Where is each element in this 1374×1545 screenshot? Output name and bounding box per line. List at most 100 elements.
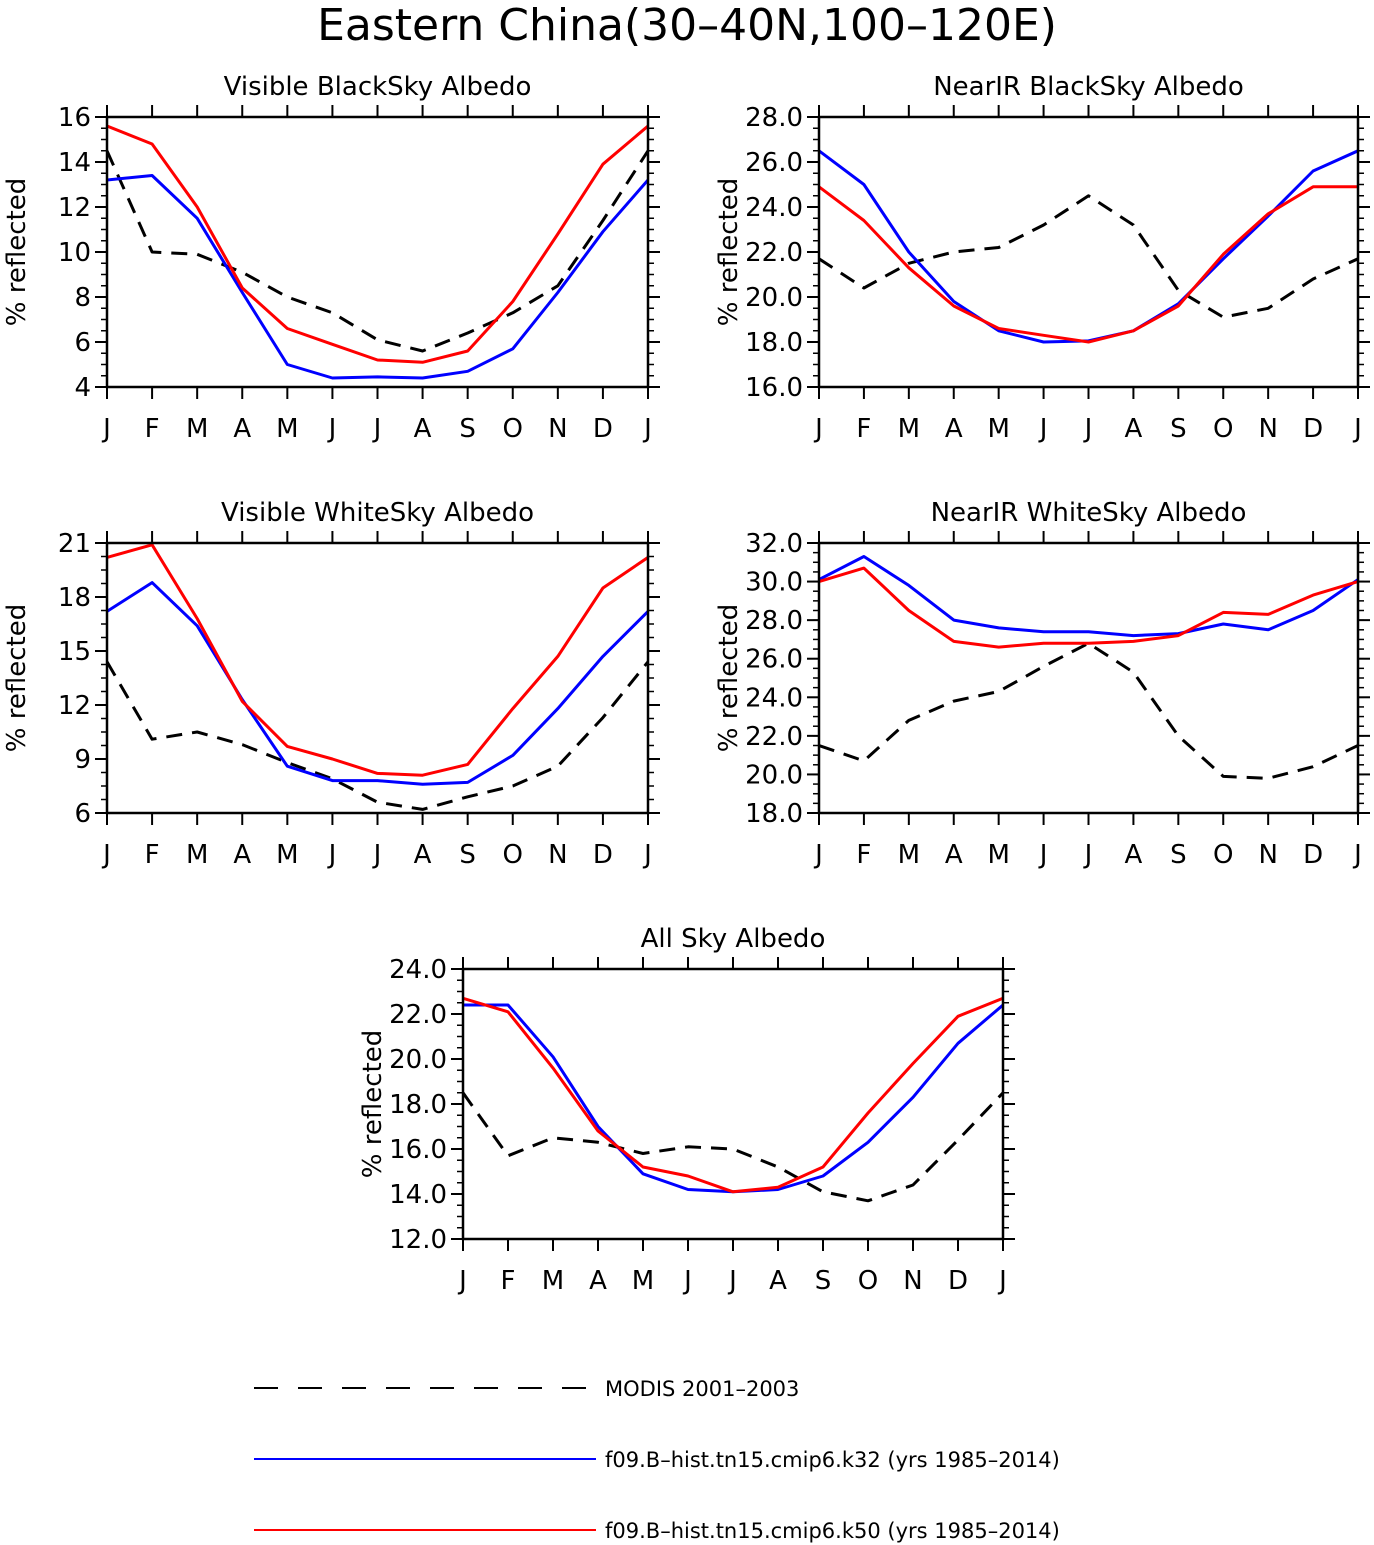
x-tick-label: J [372, 840, 382, 870]
x-tick-label: J [1038, 414, 1048, 444]
x-tick-label: J [1083, 840, 1093, 870]
y-tick-label: 22.0 [745, 238, 803, 268]
y-tick-label: 8 [74, 283, 91, 313]
y-tick-label: 28.0 [745, 606, 803, 636]
y-tick-label: 9 [74, 745, 91, 775]
x-tick-label: J [642, 840, 652, 870]
x-tick-label: A [1125, 840, 1143, 870]
x-tick-label: J [327, 414, 337, 444]
x-tick-label: J [813, 840, 823, 870]
series-line [107, 174, 648, 380]
series-line [463, 996, 1003, 1194]
y-axis-label: % reflected [2, 604, 32, 752]
legend-label: f09.B–hist.tn15.cmip6.k50 (yrs 1985–2014… [605, 1519, 1060, 1543]
x-tick-label: J [642, 414, 652, 444]
legend-label: MODIS 2001–2003 [605, 1377, 799, 1401]
x-tick-label: A [414, 414, 432, 444]
x-tick-label: M [898, 414, 920, 444]
x-tick-label: S [459, 414, 476, 444]
x-tick-label: O [1213, 414, 1233, 444]
y-tick-label: 26.0 [745, 645, 803, 675]
x-tick-label: J [1352, 840, 1362, 870]
y-tick-label: 20.0 [389, 1045, 447, 1075]
x-tick-label: M [542, 1266, 564, 1296]
x-tick-label: J [101, 840, 111, 870]
series-line [819, 194, 1358, 319]
x-tick-label: S [459, 840, 476, 870]
y-tick-label: 15 [58, 637, 91, 667]
x-tick-label: N [548, 840, 567, 870]
y-tick-label: 21 [58, 529, 91, 559]
series-line [107, 124, 648, 364]
x-tick-label: D [593, 414, 613, 444]
y-tick-label: 12.0 [389, 1225, 447, 1255]
plot-frame [817, 541, 1360, 815]
series-line [463, 1003, 1003, 1194]
y-tick-label: 6 [74, 799, 91, 829]
x-tick-label: A [1125, 414, 1143, 444]
x-tick-label: M [987, 414, 1009, 444]
x-tick-label: M [276, 840, 298, 870]
x-tick-label: J [327, 840, 337, 870]
x-tick-label: J [682, 1266, 692, 1296]
y-tick-label: 16.0 [745, 373, 803, 403]
y-tick-label: 6 [74, 328, 91, 358]
x-tick-label: O [503, 414, 523, 444]
x-tick-label: F [145, 840, 160, 870]
x-tick-label: A [769, 1266, 787, 1296]
x-tick-label: M [987, 840, 1009, 870]
series-line [107, 660, 648, 811]
y-tick-label: 32.0 [745, 529, 803, 559]
x-tick-label: S [815, 1266, 832, 1296]
y-tick-label: 20.0 [745, 283, 803, 313]
y-tick-label: 24.0 [745, 193, 803, 223]
x-tick-label: N [903, 1266, 922, 1296]
x-tick-label: J [813, 414, 823, 444]
x-tick-label: J [1038, 840, 1048, 870]
y-tick-label: 26.0 [745, 148, 803, 178]
x-tick-label: F [501, 1266, 516, 1296]
series-line [107, 543, 648, 777]
x-tick-label: A [233, 840, 251, 870]
series-line [107, 149, 648, 353]
y-tick-label: 4 [74, 373, 91, 403]
y-tick-label: 12 [58, 691, 91, 721]
x-tick-label: F [856, 840, 871, 870]
x-tick-label: M [632, 1266, 654, 1296]
y-tick-label: 18.0 [389, 1090, 447, 1120]
y-tick-label: 30.0 [745, 568, 803, 598]
chart-title: Visible BlackSky Albedo [224, 72, 532, 102]
y-axis-label: % reflected [358, 1030, 388, 1178]
y-tick-label: 16 [58, 103, 91, 133]
x-tick-label: A [589, 1266, 607, 1296]
legend-label: f09.B–hist.tn15.cmip6.k32 (yrs 1985–2014… [605, 1448, 1060, 1472]
x-tick-label: F [145, 414, 160, 444]
plot-frame [817, 115, 1360, 389]
y-tick-label: 10 [58, 238, 91, 268]
x-tick-label: M [186, 414, 208, 444]
x-tick-label: A [945, 840, 963, 870]
x-tick-label: D [593, 840, 613, 870]
chart-title: All Sky Albedo [641, 924, 826, 954]
y-tick-label: 16.0 [389, 1135, 447, 1165]
x-tick-label: D [1303, 414, 1323, 444]
y-tick-label: 18.0 [745, 799, 803, 829]
x-tick-label: A [414, 840, 432, 870]
x-tick-label: A [233, 414, 251, 444]
series-line [819, 149, 1358, 344]
plot-frame [105, 541, 650, 815]
y-axis-label: % reflected [2, 178, 32, 326]
x-tick-label: J [1083, 414, 1093, 444]
x-tick-label: S [1170, 840, 1187, 870]
x-tick-label: O [1213, 840, 1233, 870]
x-tick-label: D [1303, 840, 1323, 870]
x-tick-label: N [548, 414, 567, 444]
x-tick-label: D [948, 1266, 968, 1296]
chart-title: NearIR WhiteSky Albedo [931, 498, 1247, 528]
